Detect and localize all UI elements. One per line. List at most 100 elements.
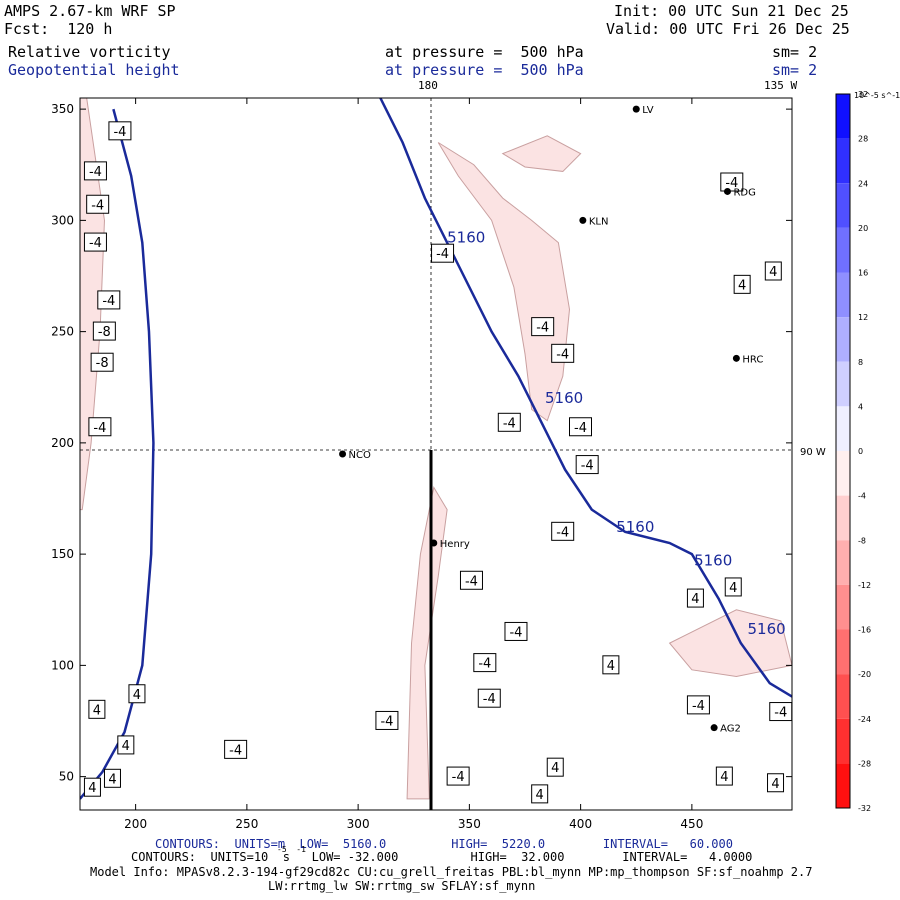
model-title: AMPS 2.67-km WRF SP [4,2,176,20]
height-contour-1 [379,98,792,698]
vorticity-label-7: -4 [89,165,102,180]
vorticity-label-34: 4 [720,770,728,785]
meridian-90w-label: 90 W [800,447,826,458]
vorticity-label-4: -8 [98,325,111,340]
height-contour-label-1: 5160 [545,389,583,407]
height-contour-label-3: 5160 [694,551,732,569]
colorbar-tick-label-16: -32 [858,804,871,813]
vorticity-label-1: -4 [89,236,102,251]
vorticity-label-38: -4 [725,176,738,191]
vorticity-label-box-14 [375,710,399,730]
valid-time: Valid: 00 UTC Fri 26 Dec 25 [606,20,850,38]
station-label-0: NCO [349,450,371,461]
station-marker-1 [430,539,438,547]
vorticity-label-2: -4 [113,125,126,140]
vorticity-label-box-36 [733,274,751,294]
vorticity-label-29: 4 [607,659,615,674]
meridian-180-label: 180 [418,79,438,92]
station-label-2: KLN [589,216,609,227]
field1-name: Relative vorticity [8,43,171,61]
station-label-3: RDG [733,187,755,198]
vorticity-label-box-34 [715,766,733,786]
colorbar-segment-2 [836,183,850,228]
field1-level: at pressure = 500 hPa [385,43,584,61]
field2-smoothing: sm= 2 [772,61,818,79]
model-info-radiation: LW:rrtmg_lw SW:rrtmg_sw SFLAY:sf_mynn [268,879,536,893]
vorticity-unit-exponent: -5 -1 [277,845,306,854]
vorticity-label-box-22 [546,757,564,777]
station-marker-3 [723,187,731,195]
vorticity-label-33: -4 [774,706,787,721]
station-marker-0 [339,450,347,458]
field1-smoothing: sm= 2 [772,43,818,61]
colorbar-tick-label-10: -8 [858,536,866,545]
vorticity-label-box-38 [720,172,744,192]
vorticity-label-22: 4 [551,761,559,776]
vorticity-label-24: -4 [536,321,549,336]
vorticity-label-box-11 [103,768,121,788]
colorbar-segment-3 [836,227,850,273]
station-marker-6 [632,105,640,113]
station-label-6: LV [642,105,653,116]
init-time: Init: 00 UTC Sun 21 Dec 25 [614,2,849,20]
vorticity-label-0: -4 [91,198,104,213]
vorticity-label-box-31 [724,577,742,597]
vorticity-label-box-7 [83,161,107,181]
y-tick-label-0: 50 [59,770,74,784]
vorticity-label-35: 4 [771,777,779,792]
field2-name: Geopotential height [8,61,180,79]
colorbar-tick-label-3: 20 [858,224,868,233]
colorbar-tick-label-9: -4 [858,492,866,501]
vorticity-label-12: 4 [122,739,130,754]
vorticity-label-box-13 [224,739,248,759]
colorbar-segment-5 [836,317,850,362]
x-tick-label-2: 300 [347,817,370,831]
colorbar-tick-label-11: -12 [858,581,871,590]
colorbar-tick-label-12: -16 [858,626,871,635]
colorbar-segment-13 [836,674,850,719]
y-tick-label-3: 200 [51,436,74,450]
vorticity-label-box-10 [83,777,101,797]
height-contour-info: CONTOURS: UNITS=m LOW= 5160.0 HIGH= 5220… [155,837,733,851]
y-tick-label-1: 100 [51,658,74,672]
vorticity-shade-3 [668,609,792,678]
colorbar-segment-10 [836,540,850,585]
vorticity-label-6: -4 [93,421,106,436]
vorticity-label-box-30 [686,588,704,608]
vorticity-shade-1 [437,142,571,422]
colorbar-tick-label-13: -20 [858,670,871,679]
vorticity-label-23: 4 [536,788,544,803]
colorbar-tick-label-7: 4 [858,402,863,411]
vorticity-label-box-29 [602,655,620,675]
vorticity-label-box-3 [97,290,121,310]
vorticity-label-13: -4 [229,743,242,758]
station-label-5: AG2 [720,724,741,735]
vorticity-label-36: 4 [738,278,746,293]
vorticity-label-box-19 [473,653,497,673]
x-tick-label-4: 400 [569,817,592,831]
meridian-135w-label: 135 W [764,79,798,92]
vorticity-label-28: -4 [556,525,569,540]
vorticity-label-9: 4 [93,703,101,718]
model-info: Model Info: MPASv8.2.3-194-gf29cd82c CU:… [90,865,813,879]
colorbar-frame [835,93,851,809]
vorticity-label-box-23 [531,784,549,804]
station-label-1: Henry [440,539,470,550]
station-marker-5 [710,724,718,732]
height-contour-label-2: 5160 [616,518,654,536]
vorticity-contour-info: CONTOURS: UNITS=10 s LOW= -32.000 HIGH= … [131,850,753,864]
colorbar-tick-label-14: -24 [858,715,871,724]
colorbar-tick-label-0: 32 [858,90,868,99]
vorticity-label-box-1 [83,232,107,252]
vorticity-label-27: -4 [581,459,594,474]
colorbar-segment-7 [836,406,850,451]
colorbar-tick-label-15: -28 [858,759,871,768]
vorticity-label-15: -4 [436,247,449,262]
colorbar-tick-label-2: 24 [858,179,868,188]
vorticity-label-box-27 [575,455,599,475]
vorticity-label-box-32 [686,695,710,715]
vorticity-label-16: -4 [503,416,516,431]
vorticity-shade-4 [501,135,582,172]
vorticity-label-box-9 [88,699,106,719]
